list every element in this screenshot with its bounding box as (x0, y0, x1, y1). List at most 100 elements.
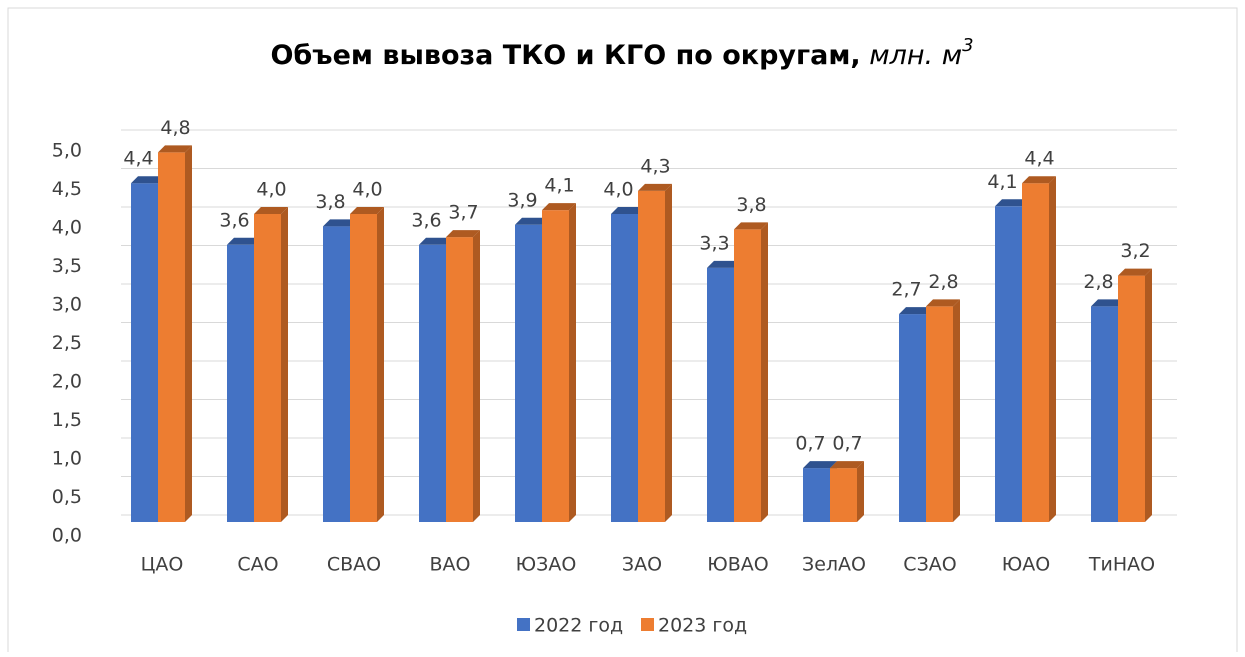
bar (419, 244, 446, 523)
bar-top (446, 230, 480, 238)
bar-top (899, 307, 933, 315)
bar-top (323, 219, 357, 227)
bar-top (638, 183, 672, 191)
bar-top (611, 207, 645, 214)
bar (542, 210, 569, 522)
legend-swatch (517, 618, 530, 631)
y-tick-label: 1,5 (52, 409, 82, 431)
legend-swatch (641, 618, 654, 631)
data-label: 4,1 (544, 175, 574, 197)
bar (158, 152, 185, 522)
data-label: 3,8 (315, 191, 345, 213)
x-tick-label: САО (237, 554, 278, 576)
data-label: 0,7 (795, 433, 825, 455)
bar (254, 214, 281, 522)
data-label: 4,0 (352, 179, 382, 201)
bar-top (131, 176, 165, 184)
bar-side (857, 461, 864, 522)
x-tick-label: ЮВАО (707, 554, 769, 576)
x-tick-label: ЗелАО (802, 554, 866, 576)
y-tick-label: 5,0 (52, 140, 82, 162)
bar-side (569, 203, 576, 522)
data-label: 3,6 (219, 209, 249, 231)
bar-top (158, 145, 192, 153)
bar-side (665, 183, 672, 522)
bar (446, 237, 473, 522)
y-tick-label: 1,0 (52, 448, 82, 470)
data-label: 2,8 (928, 271, 958, 293)
data-label: 4,4 (123, 148, 153, 170)
bar-top (803, 461, 837, 469)
title-unit-sup: 3 (962, 35, 973, 56)
bar-side (1049, 176, 1056, 522)
legend-label: 2022 год (534, 615, 623, 637)
bar (350, 214, 377, 522)
bar (803, 468, 830, 522)
bar (638, 190, 665, 522)
bar-top (926, 299, 960, 307)
bar-top (1022, 176, 1056, 184)
data-label: 4,8 (160, 117, 190, 139)
bar (707, 267, 734, 522)
data-label: 0,7 (832, 433, 862, 455)
bar-top (995, 199, 1029, 207)
bar (926, 306, 953, 522)
bar-top (542, 203, 576, 211)
bar-side (377, 207, 384, 522)
data-label: 2,7 (891, 279, 921, 301)
x-tick-label: ЮАО (1002, 554, 1050, 576)
y-tick-label: 2,0 (52, 371, 82, 393)
bar (227, 244, 254, 523)
data-label: 4,3 (640, 155, 670, 177)
y-tick-label: 0,5 (52, 486, 82, 508)
x-tick-label: ЗАО (622, 554, 662, 576)
chart-title: Объем вывоза ТКО и КГО по округам, млн. … (270, 35, 973, 71)
y-tick-label: 2,5 (52, 332, 82, 354)
y-tick-label: 3,0 (52, 294, 82, 316)
bar (515, 224, 542, 522)
x-tick-label: ЮЗАО (516, 554, 577, 576)
data-label: 3,2 (1120, 240, 1150, 262)
bar (830, 468, 857, 522)
bar-side (185, 145, 192, 522)
bar (1118, 275, 1145, 522)
y-tick-label: 4,0 (52, 217, 82, 239)
bar-top (419, 237, 453, 245)
bar-top (1091, 299, 1125, 307)
data-label: 3,8 (736, 194, 766, 216)
x-tick-label: СВАО (327, 554, 381, 576)
bar (323, 226, 350, 522)
bar-top (254, 207, 288, 214)
y-tick-label: 3,5 (52, 255, 82, 277)
y-tick-label: 0,0 (52, 525, 82, 547)
title-main: Объем вывоза ТКО и КГО по округам, (270, 40, 860, 71)
bar-top (227, 237, 261, 245)
bar-top (707, 260, 741, 268)
data-label: 3,6 (411, 209, 441, 231)
data-label: 4,0 (256, 179, 286, 201)
bar-side (1145, 268, 1152, 522)
bar-top (1118, 268, 1152, 276)
y-tick-label: 4,5 (52, 178, 82, 200)
legend-label: 2023 год (658, 615, 747, 637)
data-label: 3,9 (507, 189, 537, 211)
bar (1022, 183, 1049, 522)
x-tick-label: ЦАО (141, 554, 184, 576)
x-tick-label: ТиНАО (1088, 554, 1155, 576)
data-label: 4,4 (1024, 148, 1054, 170)
bar-top (515, 217, 549, 225)
bar (1091, 306, 1118, 522)
bar (899, 314, 926, 522)
bar-top (350, 207, 384, 214)
bar-side (281, 207, 288, 522)
bar-side (473, 230, 480, 522)
x-tick-label: СЗАО (903, 554, 956, 576)
data-label: 2,8 (1083, 271, 1113, 293)
data-label: 3,7 (448, 202, 478, 224)
x-tick-label: ВАО (430, 554, 471, 576)
bar-top (734, 222, 768, 230)
data-label: 4,0 (603, 179, 633, 201)
bar-top (830, 461, 864, 469)
data-label: 3,3 (699, 232, 729, 254)
